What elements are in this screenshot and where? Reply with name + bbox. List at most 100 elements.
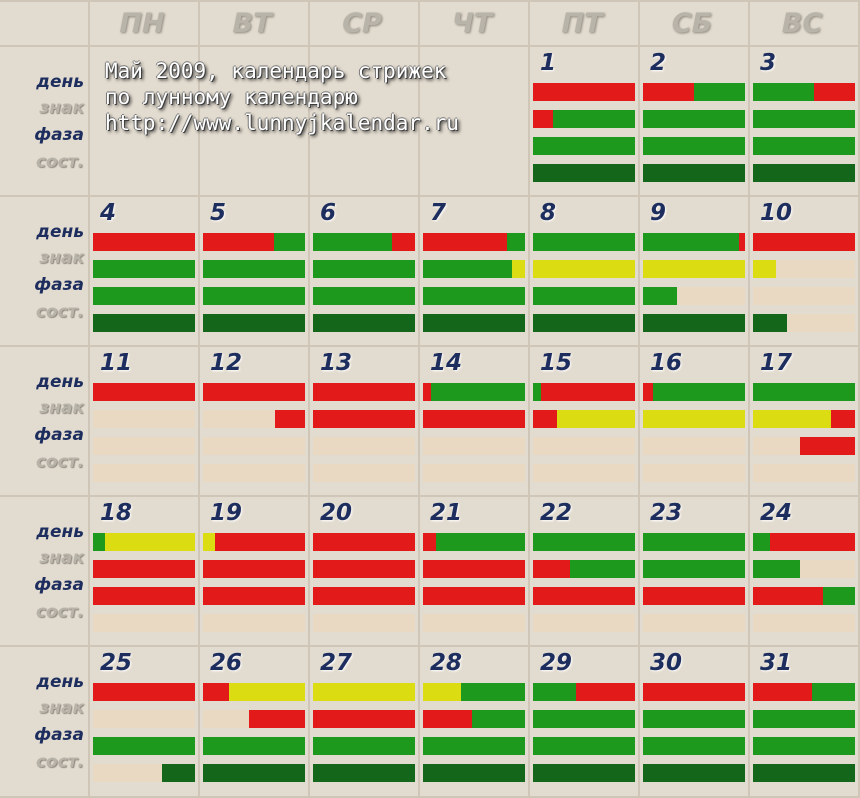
bar-segment (93, 383, 195, 401)
bar-segment (313, 533, 415, 551)
indicator-bar-day (313, 683, 415, 701)
indicator-bar-state (423, 614, 525, 632)
indicator-bar-phase (93, 737, 195, 755)
bar-segment (533, 383, 542, 401)
row-label-state: сост. (35, 302, 84, 322)
indicator-bar-phase (423, 587, 525, 605)
indicator-bar-sign (423, 410, 525, 428)
bar-segment (753, 137, 855, 155)
indicator-bar-day (753, 683, 855, 701)
indicator-bar-phase (643, 287, 745, 305)
bar-segment (423, 614, 525, 632)
indicator-bar-phase (533, 737, 635, 755)
bar-segment (423, 683, 461, 701)
bar-segment (313, 683, 415, 701)
indicator-bar-phase (643, 437, 745, 455)
bar-segment (753, 164, 855, 182)
indicator-bar-day (753, 383, 855, 401)
title-line-3: http://www.lunnyjkalendar.ru (105, 111, 460, 135)
bar-segment (533, 533, 635, 551)
bar-segment (799, 560, 855, 578)
bar-segment (753, 614, 855, 632)
bar-segment (203, 233, 275, 251)
indicator-bar-state (313, 764, 415, 782)
bar-segment (313, 614, 415, 632)
bar-segment (643, 560, 745, 578)
bar-segment (93, 683, 195, 701)
bar-segment (313, 764, 415, 782)
date-number: 9 (650, 200, 667, 226)
indicator-bar-sign (313, 710, 415, 728)
row-label-day: день (36, 522, 84, 542)
indicator-bar-sign (203, 710, 305, 728)
indicator-bar-state (753, 314, 855, 332)
date-number: 25 (100, 650, 133, 676)
grid-line-horizontal (0, 796, 860, 798)
bar-segment (643, 764, 745, 782)
indicator-bar-sign (313, 260, 415, 278)
date-number: 6 (320, 200, 337, 226)
date-number: 22 (540, 500, 573, 526)
bar-segment (533, 314, 635, 332)
indicator-bar-sign (643, 410, 745, 428)
bar-segment (541, 383, 635, 401)
indicator-bar-sign (753, 410, 855, 428)
indicator-bar-state (423, 464, 525, 482)
indicator-bar-sign (643, 110, 745, 128)
bar-segment (511, 260, 525, 278)
bar-segment (753, 764, 855, 782)
row-label-sign: знак (39, 548, 84, 568)
row-label-state: сост. (35, 452, 84, 472)
indicator-bar-day (643, 83, 745, 101)
weekday-header: СР (342, 8, 382, 39)
indicator-bar-sign (533, 410, 635, 428)
bar-segment (203, 410, 276, 428)
bar-segment (753, 314, 787, 332)
bar-segment (506, 233, 525, 251)
bar-segment (653, 383, 745, 401)
grid-line-horizontal (0, 0, 860, 2)
row-label-sign: знак (39, 98, 84, 118)
bar-segment (93, 410, 195, 428)
indicator-bar-day (203, 233, 305, 251)
date-number: 24 (760, 500, 793, 526)
indicator-bar-phase (533, 437, 635, 455)
indicator-bar-phase (93, 287, 195, 305)
bar-segment (248, 710, 305, 728)
row-label-sign: знак (39, 398, 84, 418)
row-label-phase: фаза (34, 725, 84, 745)
indicator-bar-sign (643, 260, 745, 278)
indicator-bar-day (643, 233, 745, 251)
weekday-header: ПН (119, 8, 165, 39)
row-label-day: день (36, 72, 84, 92)
bar-segment (203, 533, 216, 551)
indicator-bar-state (753, 764, 855, 782)
bar-segment (423, 287, 525, 305)
date-number: 7 (430, 200, 447, 226)
bar-segment (643, 710, 745, 728)
date-number: 27 (320, 650, 353, 676)
bar-segment (643, 260, 745, 278)
grid-line-horizontal (0, 495, 860, 497)
date-number: 30 (650, 650, 683, 676)
indicator-bar-state (93, 464, 195, 482)
bar-segment (753, 383, 855, 401)
bar-segment (215, 533, 305, 551)
bar-segment (423, 710, 472, 728)
bar-segment (313, 233, 392, 251)
bar-segment (533, 614, 635, 632)
bar-segment (203, 314, 305, 332)
bar-segment (423, 410, 525, 428)
indicator-bar-day (533, 683, 635, 701)
bar-segment (93, 764, 163, 782)
indicator-bar-day (93, 233, 195, 251)
bar-segment (423, 464, 525, 482)
bar-segment (533, 260, 635, 278)
bar-segment (93, 710, 195, 728)
indicator-bar-sign (753, 560, 855, 578)
bar-segment (313, 287, 415, 305)
indicator-bar-day (313, 383, 415, 401)
indicator-bar-sign (93, 410, 195, 428)
bar-segment (313, 410, 415, 428)
